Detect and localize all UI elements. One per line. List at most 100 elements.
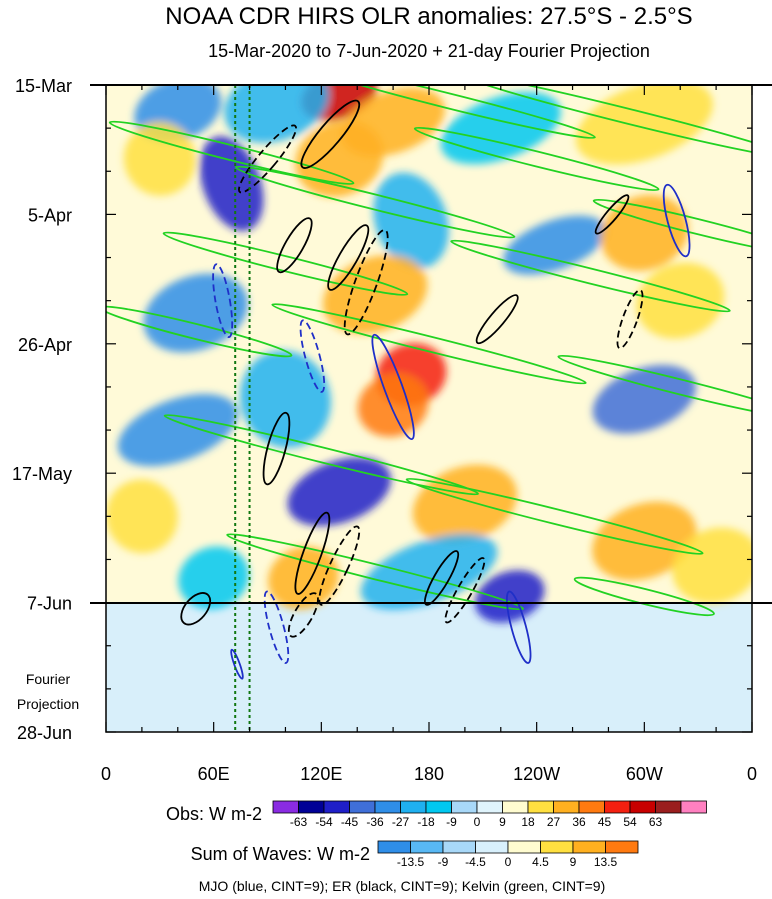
x-tick-label: 0 bbox=[101, 764, 111, 784]
waves-colorbar-level: 9 bbox=[570, 855, 577, 869]
anomaly-blob-9 bbox=[373, 172, 449, 269]
anomaly-blob-21 bbox=[412, 464, 518, 544]
anomaly-blob-17 bbox=[240, 350, 331, 449]
obs-colorbar-cell bbox=[298, 800, 325, 814]
anomaly-blob-5 bbox=[123, 122, 196, 196]
obs-colorbar-label: Obs: W m-2 bbox=[166, 804, 262, 824]
er-contour-9 bbox=[294, 511, 331, 595]
er-contour-14 bbox=[287, 592, 319, 638]
waves-colorbar-level: 0 bbox=[505, 855, 512, 869]
y-tick-label: 26-Apr bbox=[18, 335, 72, 355]
waves-colorbar-cell bbox=[410, 840, 444, 854]
obs-colorbar-cell bbox=[400, 800, 427, 814]
anomaly-blob-14 bbox=[636, 262, 725, 339]
obs-colorbar-cell bbox=[425, 800, 452, 814]
x-tick-label: 120E bbox=[300, 764, 342, 784]
obs-colorbar-cell bbox=[578, 800, 605, 814]
waves-colorbar-cell bbox=[475, 840, 509, 854]
er-contour-4 bbox=[343, 229, 389, 336]
y-tick-label: 7-Jun bbox=[27, 594, 72, 614]
kelvin-contour-9 bbox=[271, 303, 587, 385]
er-contour-12 bbox=[444, 557, 486, 624]
obs-colorbar-cell bbox=[629, 800, 656, 814]
anomaly-blob-20 bbox=[287, 457, 391, 526]
y-axis: 15-Mar 5-Apr 26-Apr 17-May 7-Jun 28-Jun bbox=[12, 76, 752, 743]
obs-colorbar-level: -18 bbox=[417, 815, 435, 829]
obs-colorbar-level: -63 bbox=[290, 815, 308, 829]
anomaly-blob-23 bbox=[106, 479, 178, 554]
waves-colorbar-cell bbox=[605, 840, 639, 854]
mjo-contour-5 bbox=[263, 590, 290, 664]
obs-colorbar-cell bbox=[323, 800, 350, 814]
x-tick-label: 60W bbox=[626, 764, 663, 784]
obs-colorbar-level: 18 bbox=[521, 815, 535, 829]
obs-colorbar-level: 9 bbox=[499, 815, 506, 829]
obs-colorbar-level: -54 bbox=[315, 815, 333, 829]
mjo-contour-1 bbox=[212, 263, 234, 338]
er-contour-0 bbox=[300, 99, 361, 169]
obs-colorbar-cell bbox=[680, 800, 707, 814]
anomaly-blob-10 bbox=[503, 215, 606, 275]
obs-colorbar-level: -45 bbox=[341, 815, 359, 829]
x-axis: 0 60E 120E 180 120W 60W 0 bbox=[101, 85, 757, 784]
kelvin-contour-2 bbox=[108, 120, 355, 185]
anomaly-blob-7 bbox=[440, 92, 561, 165]
x-tick-label: 120W bbox=[513, 764, 560, 784]
er-contour-1 bbox=[238, 124, 297, 194]
projection-label-line2: Projection bbox=[17, 696, 79, 712]
anomaly-blob-19 bbox=[117, 394, 238, 467]
waves-colorbar-level: -4.5 bbox=[465, 855, 486, 869]
waves-colorbar-cell bbox=[442, 840, 476, 854]
chart-subtitle: 15-Mar-2020 to 7-Jun-2020 + 21-day Fouri… bbox=[208, 41, 650, 61]
er-contour-11 bbox=[424, 550, 460, 606]
kelvin-contour-3 bbox=[413, 126, 660, 192]
er-contour-2 bbox=[276, 217, 313, 274]
obs-colorbar-level: 63 bbox=[649, 815, 663, 829]
er-contour-8 bbox=[262, 411, 291, 486]
obs-colorbar-cell bbox=[655, 800, 682, 814]
obs-colorbar-cell bbox=[349, 800, 376, 814]
anomaly-blob-6 bbox=[295, 120, 384, 197]
waves-colorbar: -13.5 -9 -4.5 0 4.5 9 13.5 bbox=[377, 840, 639, 869]
anomaly-blob-26 bbox=[268, 546, 339, 610]
mjo-contours bbox=[212, 183, 691, 680]
obs-colorbar-cell bbox=[527, 800, 554, 814]
anomaly-blob-24 bbox=[360, 533, 498, 610]
projection-background bbox=[106, 603, 752, 732]
anomaly-blob-28 bbox=[178, 546, 249, 610]
obs-colorbar-cell bbox=[553, 800, 580, 814]
er-contour-13 bbox=[180, 592, 212, 626]
obs-colorbar-level: -36 bbox=[366, 815, 384, 829]
anomaly-blob-27 bbox=[672, 527, 752, 604]
obs-colorbar-cell bbox=[502, 800, 529, 814]
kelvin-contour-1 bbox=[460, 85, 752, 159]
waves-colorbar-cell bbox=[507, 840, 541, 854]
kelvin-contour-0 bbox=[298, 85, 596, 139]
er-contour-3 bbox=[327, 224, 370, 291]
kelvin-contour-7 bbox=[450, 239, 731, 313]
waves-colorbar-cell bbox=[572, 840, 606, 854]
kelvin-contour-13 bbox=[226, 533, 525, 611]
x-tick-label: 60E bbox=[198, 764, 230, 784]
er-contour-10 bbox=[318, 525, 361, 606]
waves-colorbar-cell bbox=[377, 840, 411, 854]
y-tick-label: 15-Mar bbox=[15, 76, 72, 96]
kelvin-contour-11 bbox=[163, 414, 479, 496]
mjo-contour-3 bbox=[371, 333, 415, 441]
obs-colorbar-level: 36 bbox=[572, 815, 586, 829]
x-tick-label: 180 bbox=[414, 764, 444, 784]
obs-colorbar-level: 54 bbox=[623, 815, 637, 829]
waves-colorbar-cell bbox=[540, 840, 574, 854]
obs-colorbar-level: 45 bbox=[598, 815, 612, 829]
kelvin-contour-8 bbox=[106, 305, 293, 358]
kelvin-contour-12 bbox=[405, 477, 704, 555]
anomaly-blob-8 bbox=[575, 85, 713, 165]
projection-label-line1: Fourier bbox=[26, 671, 71, 687]
chart-title: NOAA CDR HIRS OLR anomalies: 27.5°S - 2.… bbox=[165, 3, 692, 30]
anomaly-blob-12 bbox=[323, 255, 428, 334]
y-tick-label: 17-May bbox=[12, 464, 72, 484]
y-tick-label: 5-Apr bbox=[28, 205, 72, 225]
plot-area bbox=[106, 85, 752, 732]
footnote: MJO (blue, CINT=9); ER (black, CINT=9); … bbox=[199, 878, 606, 894]
er-contours bbox=[180, 99, 644, 638]
